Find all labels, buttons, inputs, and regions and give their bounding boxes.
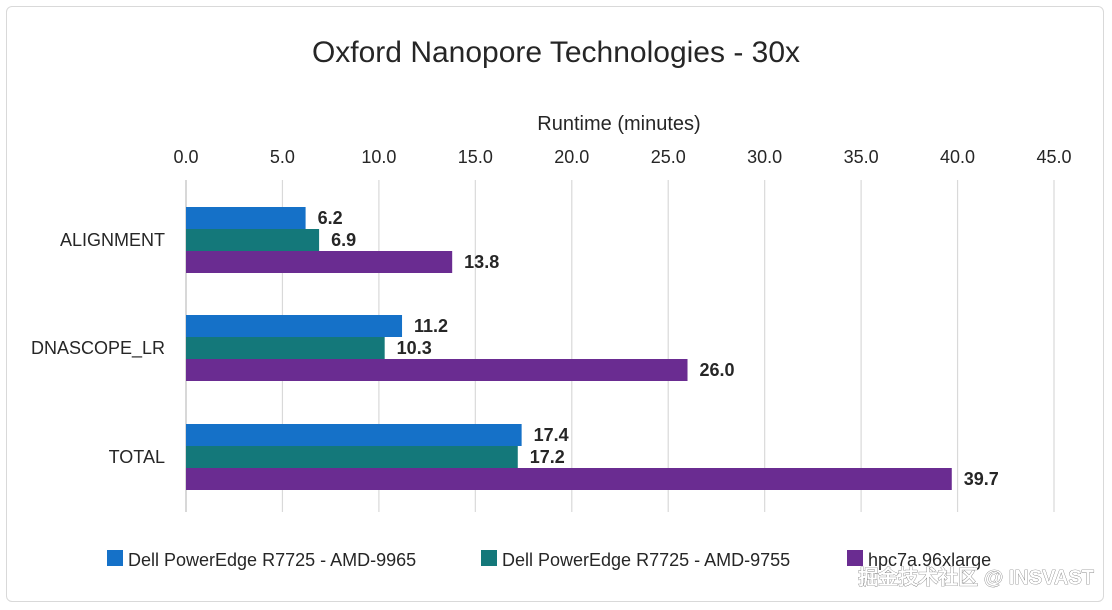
- bar: [186, 337, 385, 359]
- legend: Dell PowerEdge R7725 - AMD-9965 Dell Powe…: [107, 550, 991, 570]
- legend-swatch: [107, 550, 123, 566]
- bar: [186, 315, 403, 337]
- data-label: 26.0: [700, 360, 735, 380]
- bar: [186, 207, 306, 229]
- bar: [186, 424, 522, 446]
- bar: [186, 359, 688, 381]
- legend-swatch: [481, 550, 497, 566]
- data-label: 39.7: [964, 469, 999, 489]
- x-tick-label: 5.0: [270, 147, 295, 167]
- x-axis-title: Runtime (minutes): [537, 113, 700, 135]
- chart-frame: [6, 6, 1104, 602]
- data-label: 17.4: [534, 425, 569, 445]
- x-tick-label: 10.0: [361, 147, 396, 167]
- data-label: 17.2: [530, 447, 565, 467]
- x-tick-label: 20.0: [554, 147, 589, 167]
- bar: [186, 229, 320, 251]
- x-tick-label: 30.0: [747, 147, 782, 167]
- bar: [186, 446, 518, 468]
- data-label: 11.2: [414, 316, 448, 336]
- x-tick-label: 40.0: [940, 147, 975, 167]
- x-tick-label: 45.0: [1036, 147, 1071, 167]
- watermark: 掘金技术社区 @ INSVAST: [858, 565, 1094, 589]
- data-label: 13.8: [464, 252, 499, 272]
- category-label: DNASCOPE_LR: [31, 338, 165, 359]
- x-tick-label: 15.0: [458, 147, 493, 167]
- legend-label: Dell PowerEdge R7725 - AMD-9965: [128, 550, 416, 570]
- legend-label: hpc7a.96xlarge: [868, 550, 991, 570]
- category-labels: ALIGNMENT DNASCOPE_LR TOTAL: [31, 230, 165, 467]
- data-label: 6.2: [318, 208, 343, 228]
- x-tick-labels: 0.0 5.0 10.0 15.0 20.0 25.0 30.0 35.0 40.0 45.0: [173, 147, 1071, 167]
- x-tick-label: 25.0: [651, 147, 686, 167]
- legend-label: Dell PowerEdge R7725 - AMD-9755: [502, 550, 790, 570]
- category-label: ALIGNMENT: [60, 230, 165, 250]
- data-label: 6.9: [331, 230, 356, 250]
- chart-title: Oxford Nanopore Technologies - 30x: [312, 36, 800, 69]
- category-label: TOTAL: [109, 447, 165, 467]
- data-label: 10.3: [397, 338, 432, 358]
- x-tick-label: 0.0: [173, 147, 198, 167]
- x-tick-label: 35.0: [844, 147, 879, 167]
- bar: [186, 468, 952, 490]
- legend-swatch: [847, 550, 863, 566]
- bar: [186, 251, 453, 273]
- bars: [186, 207, 952, 490]
- data-labels: 6.26.9 13.8 11.210.3 26.0 17.417.2 39.7: [318, 208, 999, 489]
